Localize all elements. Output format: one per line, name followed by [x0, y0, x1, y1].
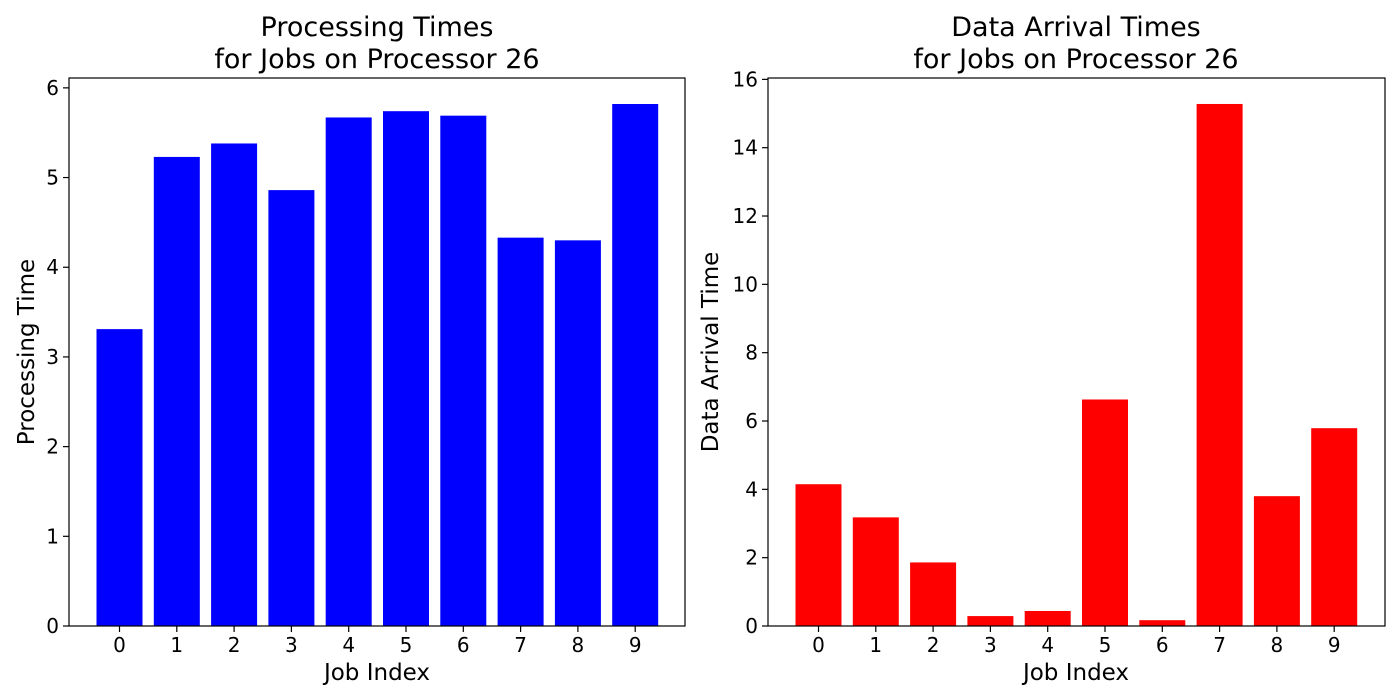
x-tick-label: 4 — [342, 633, 355, 657]
bar — [96, 329, 143, 626]
y-tick-label: 3 — [46, 345, 59, 369]
x-tick-label: 3 — [984, 633, 997, 657]
plot-frame — [68, 77, 686, 627]
x-tick-label: 2 — [228, 633, 241, 657]
bar — [268, 190, 315, 627]
bar — [153, 156, 200, 626]
x-tick-label: 0 — [113, 633, 126, 657]
x-tick-label: 2 — [927, 633, 940, 657]
chart-title-line-1: Processing Times — [261, 12, 494, 43]
y-tick-label: 10 — [733, 272, 758, 296]
bar — [795, 484, 842, 626]
y-tick-label: 6 — [46, 76, 59, 100]
y-tick-label: 6 — [745, 409, 758, 433]
bar — [1024, 610, 1071, 626]
y-axis-label: Processing Time — [14, 259, 40, 445]
chart-title-line-1: Data Arrival Times — [951, 12, 1201, 43]
x-tick-label: 6 — [1156, 633, 1169, 657]
bar — [325, 117, 372, 627]
x-tick-label: 5 — [1099, 633, 1112, 657]
y-tick-label: 0 — [46, 614, 59, 638]
y-tick-label: 2 — [745, 546, 758, 570]
bar — [852, 517, 899, 626]
bar — [1311, 428, 1358, 626]
y-tick-label: 5 — [46, 166, 59, 190]
x-tick-label: 8 — [1271, 633, 1284, 657]
bar — [554, 240, 601, 626]
bar — [910, 562, 957, 626]
x-tick-label: 5 — [400, 633, 413, 657]
y-tick-label: 12 — [733, 204, 758, 228]
x-tick-label: 9 — [629, 633, 642, 657]
chart-title-line-2: for Jobs on Processor 26 — [913, 44, 1238, 75]
bar — [612, 104, 659, 626]
x-tick-label: 8 — [572, 633, 585, 657]
y-tick-label: 2 — [46, 435, 59, 459]
x-tick-label: 7 — [1213, 633, 1226, 657]
y-tick-label: 4 — [46, 255, 59, 279]
bar — [497, 237, 544, 626]
x-tick-label: 1 — [869, 633, 882, 657]
x-axis-label: Job Index — [1021, 660, 1129, 686]
x-tick-label: 0 — [812, 633, 825, 657]
data-arrival-times-chart: Data Arrival Times for Jobs on Processor… — [698, 12, 1386, 686]
processing-times-chart: Processing Times for Jobs on Processor 2… — [14, 12, 686, 686]
chart-title-line-2: for Jobs on Processor 26 — [214, 44, 539, 75]
y-tick-label: 16 — [733, 67, 758, 91]
bar — [1196, 103, 1243, 627]
x-tick-label: 6 — [457, 633, 470, 657]
bar — [1139, 620, 1186, 626]
x-tick-label: 9 — [1328, 633, 1341, 657]
plot-frame — [767, 77, 1386, 627]
y-tick-label: 14 — [733, 136, 758, 160]
x-tick-label: 4 — [1041, 633, 1054, 657]
bar — [211, 143, 258, 626]
x-axis-label: Job Index — [322, 660, 430, 686]
bar — [383, 111, 429, 627]
x-tick-label: 7 — [514, 633, 527, 657]
x-tick-label: 1 — [170, 633, 183, 657]
y-tick-label: 8 — [745, 341, 758, 365]
y-tick-label: 1 — [46, 524, 59, 548]
x-tick-label: 3 — [285, 633, 298, 657]
bar — [1253, 496, 1300, 626]
bar — [1082, 399, 1128, 626]
y-tick-label: 0 — [745, 614, 758, 638]
y-tick-label: 4 — [745, 477, 758, 501]
bar — [967, 616, 1014, 626]
y-axis-label: Data Arrival Time — [698, 252, 724, 453]
bar — [440, 115, 487, 627]
